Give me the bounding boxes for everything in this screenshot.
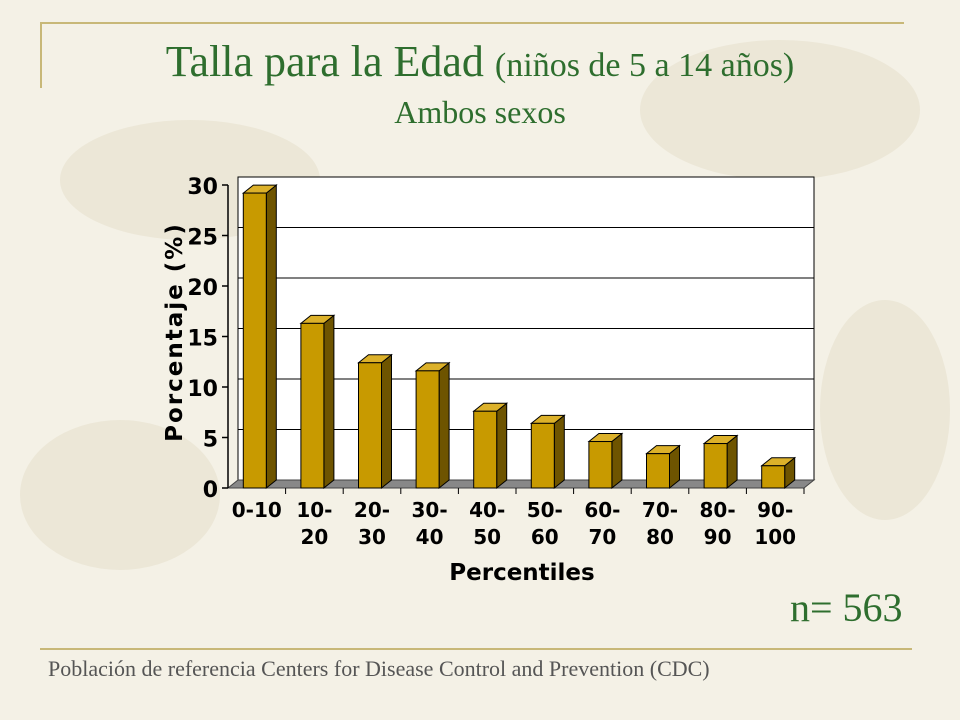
bar (703, 443, 728, 489)
x-tick-label: 50 (473, 525, 501, 549)
source-footer: Población de referencia Centers for Dise… (48, 656, 710, 681)
x-tick-label: 50- (527, 498, 563, 522)
y-tick-label: 25 (187, 226, 218, 251)
x-tick-label: 20 (300, 525, 328, 549)
bar (530, 422, 555, 489)
x-tick-label: 60- (584, 498, 620, 522)
bar (242, 192, 267, 489)
bar (415, 370, 440, 489)
y-tick-label: 15 (187, 327, 218, 352)
bar (473, 410, 498, 489)
y-tick-label: 0 (203, 478, 218, 503)
x-tick-label: 40- (469, 498, 505, 522)
bar-side (726, 434, 738, 490)
x-tick-label: 20- (354, 498, 390, 522)
y-axis-title: Porcentaje (%) (162, 222, 188, 442)
bar-side (381, 353, 392, 490)
title-main: Talla para la Edad (165, 37, 484, 86)
bar (300, 322, 325, 489)
background-texture (20, 420, 220, 570)
x-tick-label: 70 (588, 525, 616, 549)
title-block: Talla para la Edad (niños de 5 a 14 años… (0, 36, 960, 132)
x-tick-label: 90 (704, 525, 732, 549)
bar-side (265, 184, 277, 490)
x-tick-label: 30 (358, 525, 386, 549)
x-tick-label: 100 (754, 525, 796, 549)
bar (761, 465, 786, 489)
bar-side (323, 314, 335, 490)
bar (588, 441, 613, 489)
x-tick-label: 80 (646, 525, 674, 549)
bar-side (496, 402, 508, 490)
bar-side (553, 414, 565, 490)
bar-side (611, 432, 623, 490)
background-texture (640, 40, 920, 180)
bar-side (438, 361, 450, 490)
frame-bottom-line (40, 648, 912, 650)
y-tick-label: 5 (203, 428, 218, 453)
y-tick-label: 30 (187, 175, 218, 200)
x-tick-label: 30- (412, 498, 448, 522)
page-title: Talla para la Edad (niños de 5 a 14 años… (0, 36, 960, 92)
x-tick-label: 70- (642, 498, 678, 522)
page-subtitle: Ambos sexos (394, 94, 566, 130)
x-tick-label: 80- (700, 498, 736, 522)
sample-size-label: n= 563 (790, 585, 903, 630)
frame-top-line (40, 22, 904, 24)
x-tick-label: 60 (531, 525, 559, 549)
frame-left-line (40, 22, 42, 88)
bar (358, 362, 382, 489)
x-tick-label: 40 (416, 525, 444, 549)
x-tick-label: 90- (757, 498, 793, 522)
x-tick-label: 10- (296, 498, 332, 522)
title-paren: (niños de 5 a 14 años) (494, 47, 795, 84)
bar (646, 453, 670, 489)
x-axis-title: Percentiles (449, 560, 594, 586)
y-tick-label: 10 (187, 377, 218, 402)
y-tick-label: 20 (187, 276, 218, 301)
x-tick-label: 0-10 (232, 498, 282, 522)
background-texture (820, 300, 950, 520)
